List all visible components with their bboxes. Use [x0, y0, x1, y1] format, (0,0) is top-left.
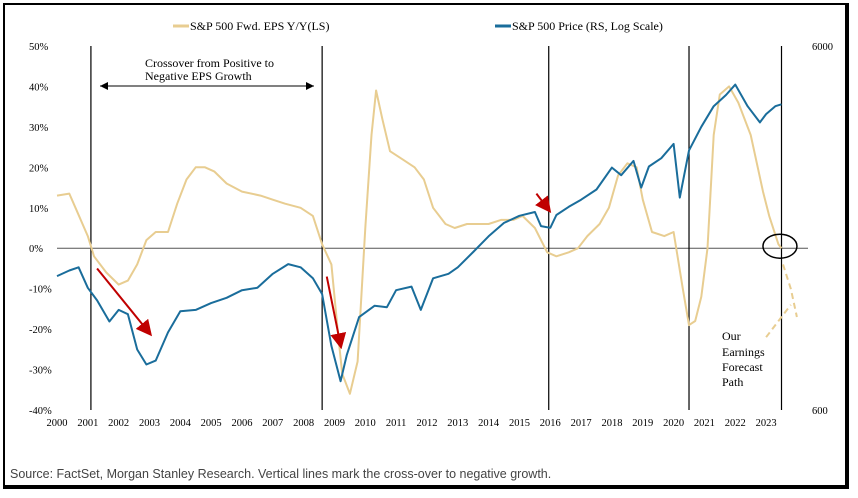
x-tick-2011: 2011: [386, 418, 407, 429]
x-tick-2006: 2006: [231, 418, 252, 429]
x-tick-2000: 2000: [47, 418, 68, 429]
x-tick-2012: 2012: [416, 418, 437, 429]
x-tick-2018: 2018: [601, 418, 622, 429]
y-left-tick-9: -40%: [29, 406, 52, 417]
y-left-tick-8: -30%: [29, 366, 52, 377]
y-left-tick-1: 40%: [29, 82, 49, 93]
y-left-tick-2: 30%: [29, 123, 49, 134]
x-tick-2005: 2005: [201, 418, 222, 429]
y-left-tick-4: 10%: [29, 204, 49, 215]
forecast-label-line4: Path: [722, 375, 743, 389]
legend-label-price: S&P 500 Price (RS, Log Scale): [512, 19, 663, 33]
y-left-tick-3: 20%: [29, 163, 49, 174]
red-arrow-1: [325, 276, 347, 350]
y-left-tick-7: -20%: [29, 325, 52, 336]
y-right-tick-0: 6000: [812, 42, 833, 53]
source-note: Source: FactSet, Morgan Stanley Research…: [10, 467, 552, 481]
crossover-label-line1: Crossover from Positive to: [145, 56, 274, 70]
red-arrow-2: [535, 193, 552, 213]
forecast-label-line2: Earnings: [722, 345, 765, 359]
x-tick-2010: 2010: [355, 418, 376, 429]
forecast-path-up: [765, 304, 792, 338]
x-tick-2007: 2007: [262, 418, 283, 429]
y-left-tick-5: 0%: [29, 244, 43, 255]
x-tick-2020: 2020: [663, 418, 684, 429]
forecast-path-down: [782, 264, 798, 318]
chart-frame: [3, 3, 849, 489]
x-tick-2017: 2017: [571, 418, 592, 429]
series-price-line: [56, 83, 782, 383]
x-tick-2014: 2014: [478, 418, 500, 429]
legend-label-eps: S&P 500 Fwd. EPS Y/Y(LS): [190, 19, 329, 33]
red-arrow-0: [96, 267, 153, 337]
x-tick-2004: 2004: [170, 418, 192, 429]
crossover-circle: [762, 233, 798, 259]
x-tick-2022: 2022: [725, 418, 746, 429]
series-eps-line: [56, 85, 783, 395]
x-tick-2015: 2015: [509, 418, 530, 429]
x-tick-2003: 2003: [139, 418, 160, 429]
y-left-tick-6: -10%: [29, 285, 52, 296]
x-tick-2021: 2021: [694, 418, 715, 429]
legend: S&P 500 Fwd. EPS Y/Y(LS) S&P 500 Price (…: [173, 19, 663, 33]
x-tick-2013: 2013: [447, 418, 468, 429]
x-tick-2023: 2023: [756, 418, 777, 429]
x-tick-2009: 2009: [324, 418, 345, 429]
x-tick-2008: 2008: [293, 418, 314, 429]
x-tick-2019: 2019: [632, 418, 653, 429]
forecast-label-line1: Our: [722, 329, 741, 343]
x-tick-2002: 2002: [108, 418, 129, 429]
forecast-label-line3: Forecast: [722, 360, 763, 374]
x-tick-2016: 2016: [540, 418, 561, 429]
crossover-label-line2: Negative EPS Growth: [145, 69, 252, 83]
y-right-tick-1: 600: [812, 406, 828, 417]
x-tick-2001: 2001: [77, 418, 98, 429]
y-left-tick-0: 50%: [29, 42, 49, 53]
